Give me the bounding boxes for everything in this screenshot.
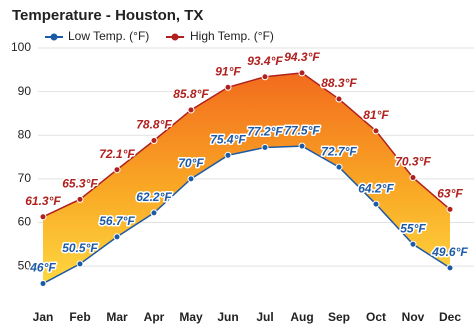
data-point xyxy=(224,83,232,91)
data-point xyxy=(224,151,232,159)
value-label: 64.2°F xyxy=(358,181,394,195)
value-label: 85.8°F xyxy=(173,87,209,101)
legend-label: High Temp. (°F) xyxy=(190,29,274,43)
data-point xyxy=(446,205,454,213)
value-label: 93.4°F xyxy=(247,54,283,68)
series-line xyxy=(42,145,451,285)
x-tick-label: Feb xyxy=(69,310,90,324)
value-label: 94.3°F xyxy=(284,50,320,64)
data-point xyxy=(261,143,269,151)
x-tick-label: Jul xyxy=(256,310,273,324)
data-point xyxy=(76,260,84,268)
data-point xyxy=(409,174,417,182)
y-tick-label: 60 xyxy=(18,215,32,229)
value-label: 70.3°F xyxy=(395,155,431,169)
data-point xyxy=(150,209,158,217)
value-label: 75.4°F xyxy=(210,132,246,146)
value-label: 72.1°F xyxy=(99,147,135,161)
data-point xyxy=(298,69,306,77)
chart-title: Temperature - Houston, TX xyxy=(12,7,203,24)
value-label: 77.2°F xyxy=(247,125,283,139)
value-label: 61.3°F xyxy=(25,194,61,208)
data-point xyxy=(372,200,380,208)
data-point xyxy=(150,136,158,144)
series-line xyxy=(42,72,451,218)
value-label: 65.3°F xyxy=(62,177,98,191)
y-tick-label: 90 xyxy=(18,84,32,98)
value-label: 70°F xyxy=(178,156,204,170)
value-label: 77.5°F xyxy=(284,123,320,137)
x-tick-label: Oct xyxy=(366,310,386,324)
data-point xyxy=(39,213,47,221)
data-point xyxy=(113,233,121,241)
value-label: 91°F xyxy=(215,64,241,78)
data-point xyxy=(409,240,417,248)
data-point xyxy=(113,166,121,174)
value-label: 88.3°F xyxy=(321,76,357,90)
y-tick-label: 100 xyxy=(11,40,31,54)
data-point xyxy=(298,142,306,150)
value-label: 49.6°F xyxy=(431,245,468,259)
y-tick-label: 70 xyxy=(18,171,32,185)
value-label: 78.8°F xyxy=(136,118,172,132)
data-point xyxy=(372,127,380,135)
range-area xyxy=(43,72,450,284)
x-tick-label: Dec xyxy=(439,310,461,324)
x-tick-label: Aug xyxy=(290,310,313,324)
x-tick-label: Nov xyxy=(402,310,425,324)
value-label: 55°F xyxy=(400,221,426,235)
value-label: 46°F xyxy=(29,261,56,275)
legend-marker xyxy=(50,33,58,41)
data-point xyxy=(187,106,195,114)
x-tick-label: Sep xyxy=(328,310,350,324)
data-point xyxy=(335,95,343,103)
data-point xyxy=(187,175,195,183)
data-point xyxy=(39,280,47,288)
value-label: 50.5°F xyxy=(62,241,98,255)
legend-label: Low Temp. (°F) xyxy=(68,29,149,43)
value-label: 81°F xyxy=(363,108,389,122)
data-point xyxy=(446,264,454,272)
data-point xyxy=(261,73,269,81)
x-tick-label: Mar xyxy=(106,310,128,324)
value-label: 72.7°F xyxy=(321,144,357,158)
x-tick-label: Jan xyxy=(33,310,54,324)
data-point xyxy=(76,195,84,203)
x-tick-label: May xyxy=(179,310,203,324)
value-label: 63°F xyxy=(437,187,463,201)
legend-marker xyxy=(171,33,179,41)
x-tick-label: Apr xyxy=(144,310,165,324)
x-tick-label: Jun xyxy=(217,310,238,324)
data-point xyxy=(335,163,343,171)
y-tick-label: 80 xyxy=(18,127,32,141)
y-tick-label: 50 xyxy=(18,258,32,272)
value-label: 62.2°F xyxy=(136,190,172,204)
value-label: 56.7°F xyxy=(99,214,135,228)
